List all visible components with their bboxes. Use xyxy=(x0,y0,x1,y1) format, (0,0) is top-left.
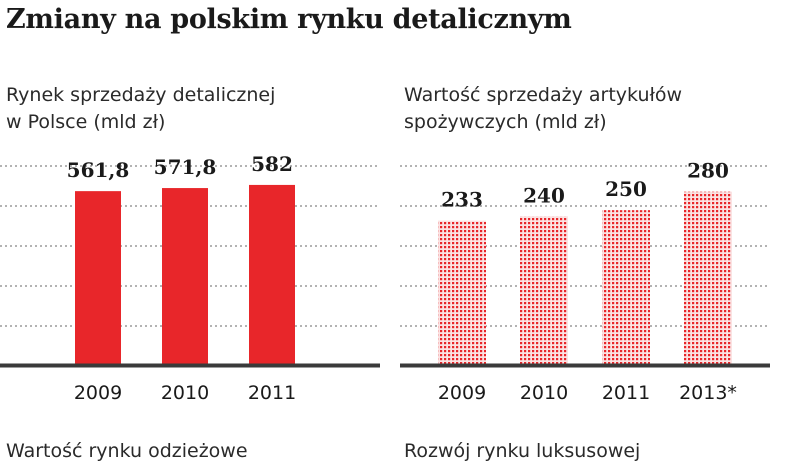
chart-title-retail-market: Rynek sprzedaży detalicznej w Polsce (ml… xyxy=(6,82,275,136)
value-label: 561,8 xyxy=(67,158,130,182)
value-label: 233 xyxy=(441,188,483,212)
bar-2010 xyxy=(162,188,208,364)
value-label: 571,8 xyxy=(154,155,217,179)
next-section-title-left: Wartość rynku odzieżowe xyxy=(6,440,248,462)
retail-sales-bar-chart: 561,8 2009 571,8 2010 582 2011 xyxy=(0,152,380,404)
value-label: 250 xyxy=(605,177,647,201)
bar-2011 xyxy=(602,210,650,364)
chart-title-line-2: spożywczych (mld zł) xyxy=(404,111,607,133)
food-sales-bar-chart: 233 2009 240 2010 250 2011 280 2013* xyxy=(400,159,770,404)
bar-2013 xyxy=(684,191,732,364)
value-label: 582 xyxy=(251,152,293,176)
bar-2010 xyxy=(520,216,568,364)
value-label: 280 xyxy=(687,159,729,183)
chart-title-line-1: Wartość sprzedaży artykułów xyxy=(404,84,683,106)
bar-2009 xyxy=(75,191,121,364)
x-tick-label: 2010 xyxy=(520,382,568,404)
x-tick-label: 2011 xyxy=(602,382,650,404)
next-section-title-right: Rozwój rynku luksusowej xyxy=(404,440,641,462)
x-tick-label: 2013* xyxy=(679,382,737,404)
page-title: Zmiany na polskim rynku detalicznym xyxy=(6,4,572,35)
x-tick-label: 2009 xyxy=(438,382,486,404)
value-label: 240 xyxy=(523,183,565,207)
x-tick-label: 2009 xyxy=(74,382,122,404)
bar-2009 xyxy=(438,220,486,364)
x-tick-label: 2011 xyxy=(248,382,296,404)
chart-title-line-1: Rynek sprzedaży detalicznej xyxy=(6,84,276,106)
bar-2011 xyxy=(249,184,295,364)
x-tick-label: 2010 xyxy=(161,382,209,404)
chart-title-food-sales: Wartość sprzedaży artykułów spożywczych … xyxy=(404,82,682,136)
chart-title-line-2: w Polsce (mld zł) xyxy=(6,111,166,133)
